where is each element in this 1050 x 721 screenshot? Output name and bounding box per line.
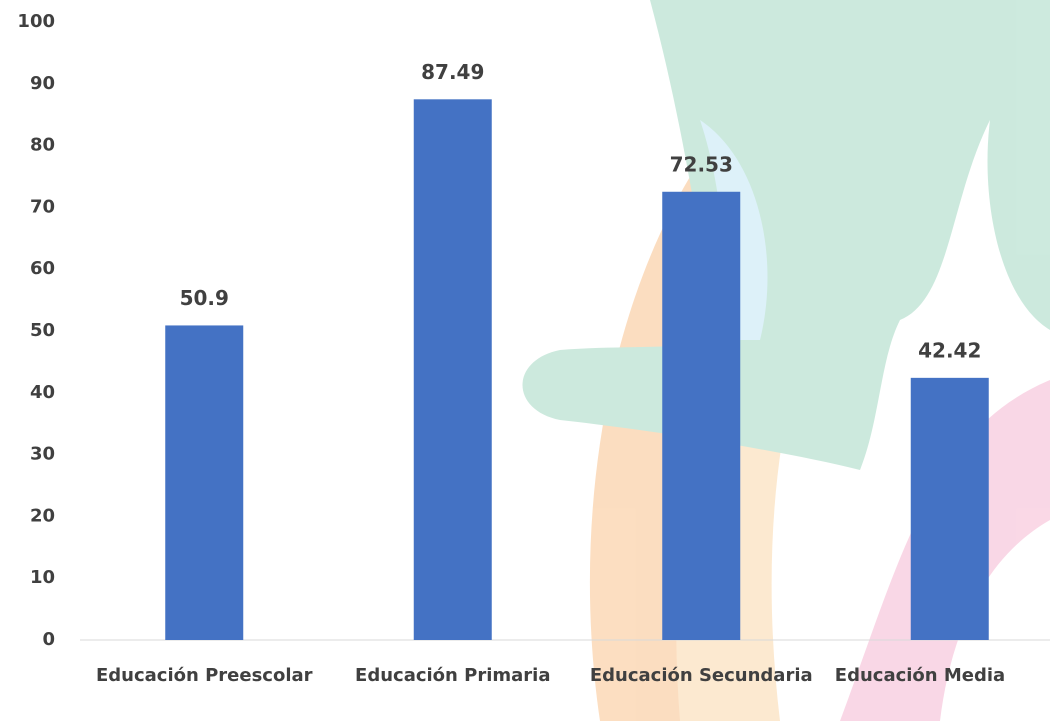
- x-tick-label: Educación Preescolar: [96, 665, 313, 686]
- bar: [662, 191, 741, 641]
- data-label: 42.42: [918, 338, 981, 362]
- y-tick-label: 60: [30, 258, 55, 279]
- x-tick-label: Educación Primaria: [355, 665, 550, 686]
- y-tick-label: 50: [30, 320, 55, 341]
- y-tick-label: 70: [30, 196, 55, 217]
- bar: [413, 99, 492, 641]
- x-tick-label: Educación Media: [835, 665, 1005, 686]
- y-tick-label: 20: [30, 505, 55, 526]
- y-tick-label: 10: [30, 567, 55, 588]
- data-label: 87.49: [421, 60, 484, 84]
- data-label: 50.9: [180, 286, 229, 310]
- y-tick-label: 30: [30, 444, 55, 465]
- y-tick-label: 40: [30, 382, 55, 403]
- y-tick-label: 80: [30, 135, 55, 156]
- x-tick-label: Educación Secundaria: [590, 665, 813, 686]
- bar: [165, 325, 244, 640]
- y-tick-label: 0: [42, 629, 55, 650]
- y-tick-label: 90: [30, 73, 55, 94]
- bar: [910, 377, 989, 640]
- y-tick-label: 100: [17, 11, 55, 32]
- data-label: 72.53: [670, 152, 733, 176]
